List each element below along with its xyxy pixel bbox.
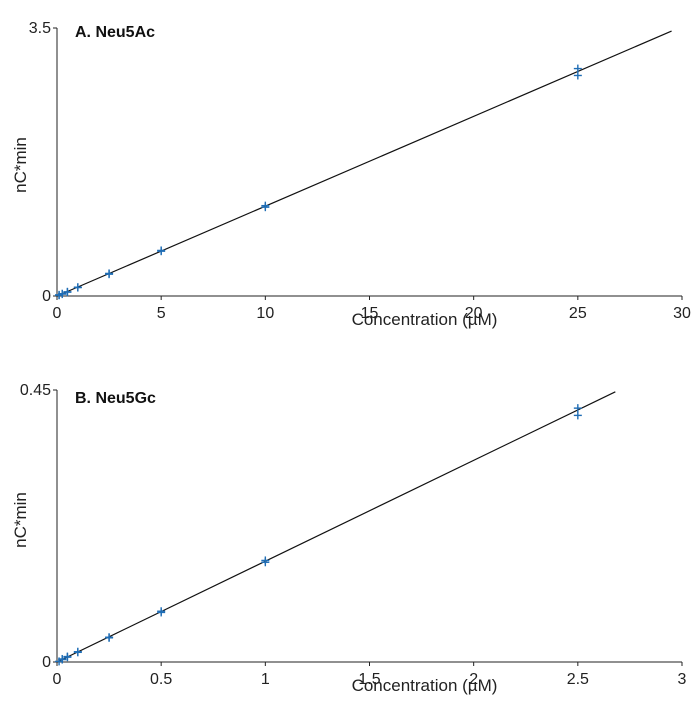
data-point [105,269,114,278]
x-axis-title: Concentration (µM) [352,310,498,329]
x-axis-title: Concentration (µM) [352,676,498,695]
data-point [573,64,582,73]
x-tick-label: 0 [53,305,62,322]
data-point [261,201,270,210]
x-tick-label: 2.5 [567,671,589,688]
y-tick-label: 3.5 [29,20,51,37]
data-point [58,289,67,298]
fit-line [56,391,616,663]
data-point [157,607,166,616]
chart-title: A. Neu5Ac [75,24,155,41]
x-tick-label: 1 [261,671,270,688]
data-point [105,633,114,642]
x-tick-label: 10 [256,305,274,322]
data-point [63,652,72,661]
x-tick-label: 3 [678,671,687,688]
data-point [261,556,270,565]
y-tick-label: 0 [42,654,51,671]
y-axis-title: nC*min [11,137,30,193]
x-tick-label: 2 [469,671,478,688]
data-point [573,411,582,420]
y-tick-label: 0 [42,288,51,305]
y-axis-title: nC*min [11,492,30,548]
fit-line [56,30,672,297]
x-tick-label: 0 [53,671,62,688]
data-point [58,654,67,663]
x-tick-label: 25 [569,305,587,322]
data-point [573,404,582,413]
data-point [63,287,72,296]
chart-title: B. Neu5Gc [75,390,156,407]
chart-panel-neu5gc: 0 0.5 1 1.5 2 2.5 3 0 0.45 B. Neu5Gc Concentration… [11,382,687,695]
x-tick-label: 20 [465,305,483,322]
x-tick-label: 1.5 [358,671,380,688]
x-tick-label: 0.5 [150,671,172,688]
data-point [157,246,166,255]
chart-panel-neu5ac: 0 5 10 15 20 25 30 0 3.5 A. Neu5Ac Concentration (… [11,20,691,329]
x-tick-label: 30 [673,305,691,322]
x-tick-label: 15 [361,305,379,322]
y-tick-label: 0.45 [20,382,51,399]
data-point [573,71,582,80]
x-tick-label: 5 [157,305,166,322]
data-point [73,283,82,292]
data-point [73,647,82,656]
